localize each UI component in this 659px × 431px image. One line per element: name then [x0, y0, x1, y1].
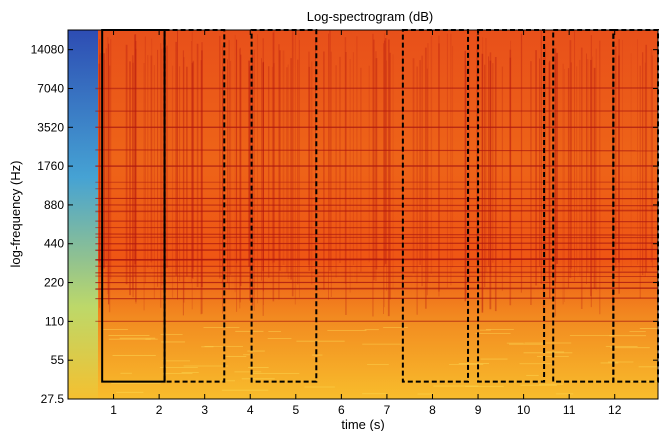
x-tick-label: 1: [110, 403, 117, 417]
segment-box-2: [163, 29, 226, 383]
plot-frame: [67, 29, 659, 400]
x-tick-label: 9: [475, 403, 482, 417]
x-tick-label: 11: [563, 403, 576, 417]
x-tick-label: 8: [429, 403, 436, 417]
x-tick-label: 2: [156, 403, 163, 417]
x-tick-label: 4: [247, 403, 254, 417]
x-tick-label: 6: [338, 403, 345, 417]
x-axis: 1 2 3 4 5 6 7 8 9 10 11 12: [110, 30, 622, 417]
y-tick-label: 7040: [37, 81, 64, 95]
y-tick-label: 27.5: [41, 392, 65, 406]
y-axis-label: log-frequency (Hz): [8, 161, 23, 268]
x-tick-label: 7: [384, 403, 391, 417]
spectrogram-image: [68, 30, 658, 399]
y-tick-label: 1760: [37, 159, 64, 173]
y-tick-label: 55: [51, 353, 65, 367]
chart-title: Log-spectrogram (dB): [307, 9, 433, 24]
y-tick-label: 880: [44, 198, 64, 212]
y-tick-label: 440: [44, 237, 64, 251]
x-tick-label: 12: [608, 403, 622, 417]
y-tick-label: 110: [45, 314, 64, 328]
y-tick-label: 14080: [31, 43, 65, 57]
y-tick-label: 3520: [37, 120, 64, 134]
x-tick-label: 10: [517, 403, 531, 417]
y-axis: 27.5 55 110 220 440 880 1760 3520 7040 14080: [31, 43, 658, 406]
y-tick-label: 220: [44, 276, 64, 290]
x-tick-label: 5: [292, 403, 299, 417]
x-tick-label: 3: [201, 403, 208, 417]
x-axis-label: time (s): [341, 417, 384, 431]
